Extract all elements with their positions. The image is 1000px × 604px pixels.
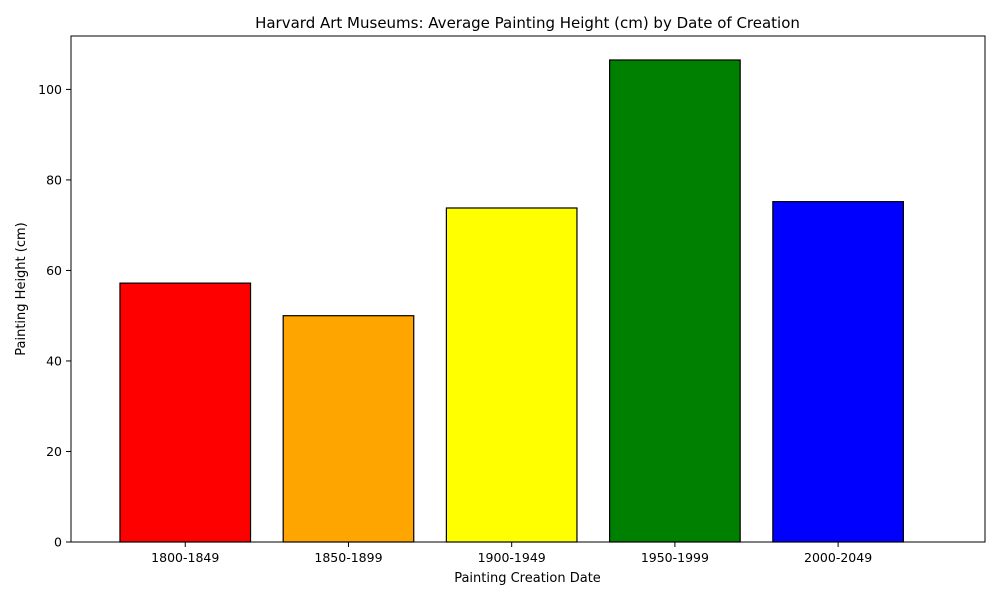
y-tick-label: 20 [46, 444, 62, 459]
bar-1950-1999 [609, 59, 741, 543]
x-tick-label: 1800-1849 [151, 550, 219, 565]
bar-1850-1899 [282, 315, 415, 543]
y-tick-label: 0 [54, 535, 62, 550]
x-axis-label: Painting Creation Date [454, 571, 601, 586]
axes-frame [70, 35, 986, 543]
y-tick-label: 100 [38, 82, 62, 97]
plot-area: 0 20 40 60 80 100 1800-1849 1850-1899 1900-1949 1… [38, 35, 986, 565]
chart-title: Harvard Art Museums: Average Painting He… [255, 14, 800, 32]
y-axis-label: Painting Height (cm) [14, 222, 29, 355]
bar-1800-1849 [119, 282, 252, 543]
bar-1900-1949 [445, 207, 578, 543]
y-tick-label: 40 [46, 353, 62, 368]
x-tick-label: 1900-1949 [478, 550, 546, 565]
bar-2000-2049 [772, 201, 904, 543]
y-tick-label: 60 [46, 263, 62, 278]
x-tick-label: 1850-1899 [314, 550, 382, 565]
y-tick-label: 80 [46, 172, 62, 187]
x-tick-label: 1950-1999 [641, 550, 709, 565]
x-tick-label: 2000-2049 [804, 550, 872, 565]
